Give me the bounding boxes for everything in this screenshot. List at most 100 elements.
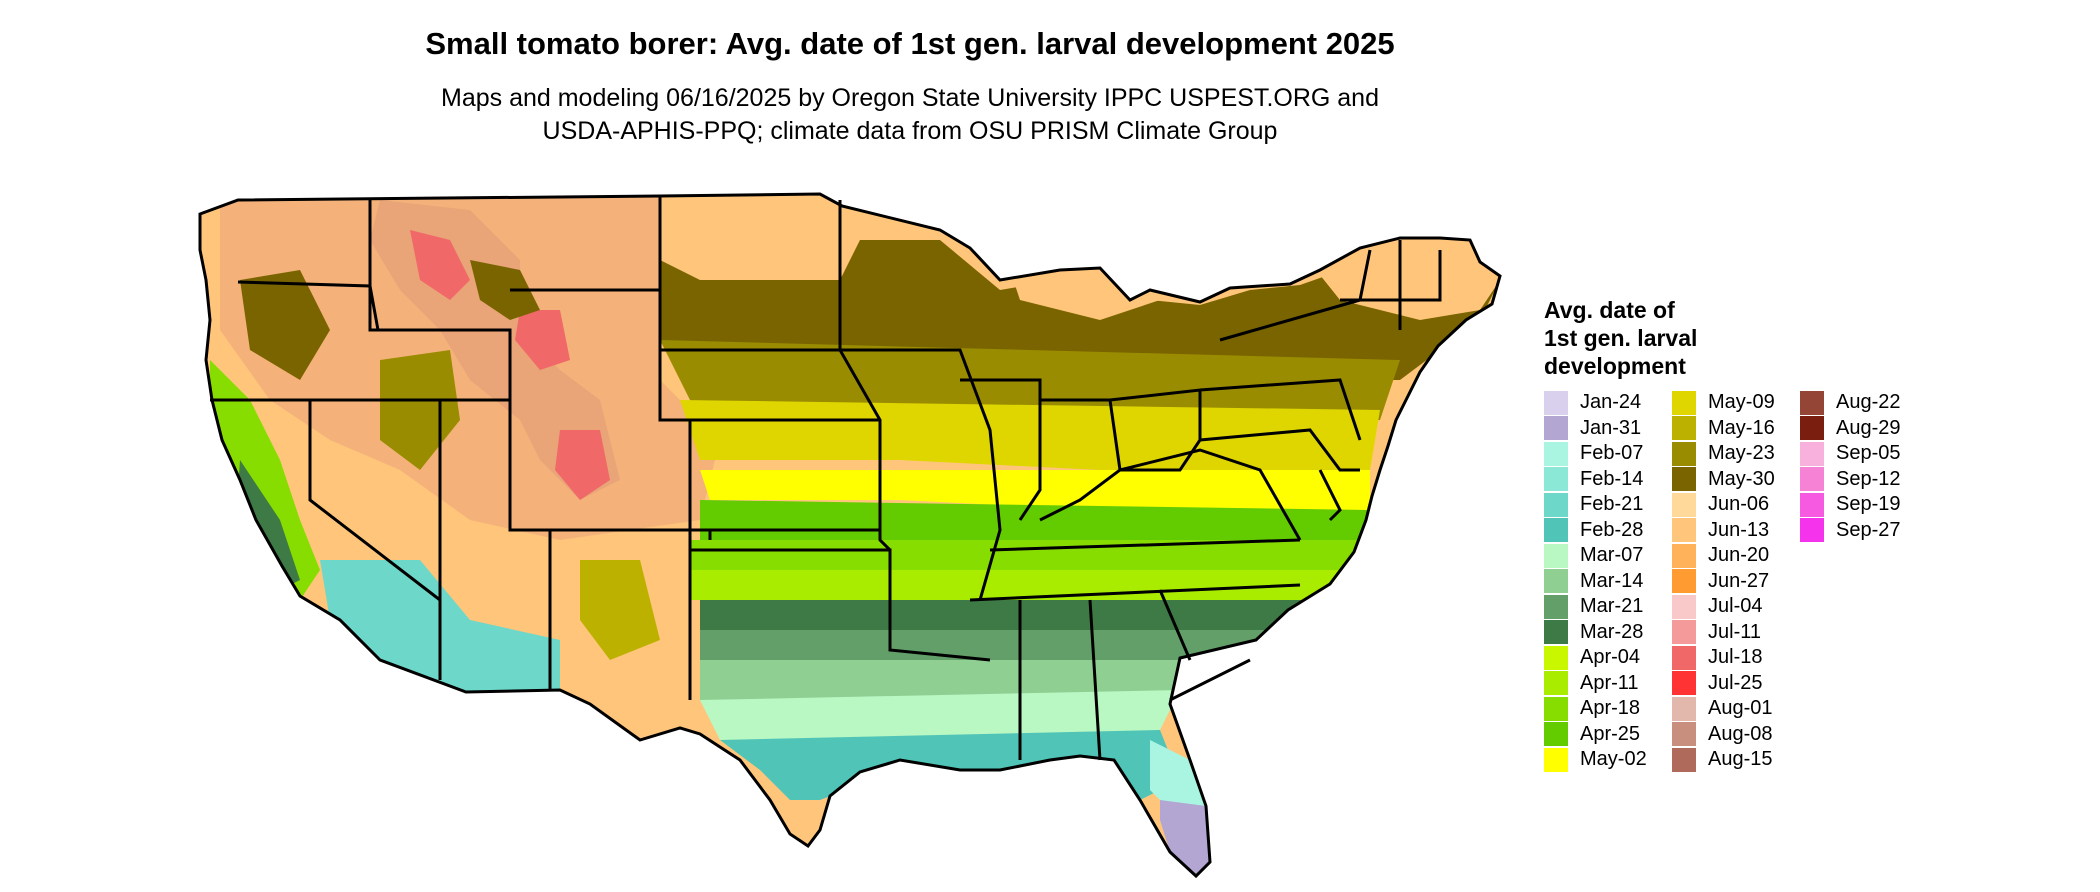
legend-swatch: [1672, 441, 1696, 466]
legend-swatch: [1544, 441, 1568, 466]
legend-swatch: [1672, 747, 1696, 772]
legend-label: Apr-18: [1580, 697, 1641, 720]
legend-item: Mar-28: [1544, 620, 1647, 646]
legend-item: May-02: [1544, 747, 1647, 773]
legend-swatch: [1672, 671, 1696, 696]
legend-label: Jul-11: [1708, 620, 1761, 643]
legend-label: Sep-05: [1836, 442, 1901, 465]
legend-column-2: May-09 May-16 May-23 May-30 Jun-06 Jun-13 Jun-…: [1672, 390, 1775, 773]
legend-item: Jul-25: [1672, 671, 1775, 697]
legend-label: Sep-27: [1836, 518, 1901, 541]
legend-swatch: [1544, 492, 1568, 517]
legend-swatch: [1672, 620, 1696, 645]
legend-swatch: [1544, 390, 1568, 415]
date-bands: [200, 194, 1500, 876]
legend-label: Jun-13: [1708, 518, 1770, 541]
legend-swatch: [1544, 467, 1568, 492]
legend-item: Sep-12: [1800, 467, 1901, 493]
legend-label: Mar-07: [1580, 544, 1644, 567]
legend-swatch: [1544, 416, 1568, 441]
legend-swatch: [1672, 390, 1696, 415]
legend-label: Mar-28: [1580, 620, 1644, 643]
legend-swatch: [1544, 569, 1568, 594]
legend-label: Jan-31: [1580, 416, 1642, 439]
legend-swatch: [1672, 696, 1696, 721]
legend-item: Aug-15: [1672, 747, 1775, 773]
legend-title-line-2: 1st gen. larval: [1544, 325, 1698, 351]
legend-label: Aug-01: [1708, 697, 1773, 720]
legend-item: Jul-18: [1672, 645, 1775, 671]
legend-swatch: [1544, 518, 1568, 543]
legend-item: Apr-25: [1544, 722, 1647, 748]
legend-title: Avg. date of 1st gen. larval development: [1544, 296, 1697, 380]
legend-label: Sep-19: [1836, 493, 1901, 516]
legend-label: Feb-14: [1580, 467, 1644, 490]
legend-label: May-09: [1708, 391, 1775, 414]
legend-swatch: [1672, 645, 1696, 670]
legend-label: Mar-14: [1580, 569, 1644, 592]
legend-title-line-3: development: [1544, 353, 1686, 379]
legend-item: Apr-04: [1544, 645, 1647, 671]
legend-label: Jun-06: [1708, 493, 1770, 516]
legend-label: Feb-28: [1580, 518, 1644, 541]
legend-column-1: Jan-24 Jan-31 Feb-07 Feb-14 Feb-21 Feb-28 Mar-…: [1544, 390, 1647, 773]
legend-swatch: [1800, 467, 1824, 492]
legend-label: Aug-15: [1708, 748, 1773, 771]
legend-swatch: [1800, 390, 1824, 415]
legend-label: Jun-27: [1708, 569, 1770, 592]
legend-swatch: [1544, 645, 1568, 670]
legend-label: Mar-21: [1580, 595, 1644, 618]
legend-column-3: Aug-22 Aug-29 Sep-05 Sep-12 Sep-19 Sep-27: [1800, 390, 1901, 543]
legend-swatch: [1672, 594, 1696, 619]
legend-label: Jul-04: [1708, 595, 1763, 618]
legend-item: Jun-06: [1672, 492, 1775, 518]
legend-swatch: [1672, 722, 1696, 747]
legend-item: Sep-05: [1800, 441, 1901, 467]
legend-item: Jan-31: [1544, 416, 1647, 442]
legend-item: Feb-14: [1544, 467, 1647, 493]
legend-item: Jul-04: [1672, 594, 1775, 620]
legend-title-line-1: Avg. date of: [1544, 297, 1675, 323]
legend-swatch: [1544, 671, 1568, 696]
subtitle-line-2: USDA-APHIS-PPQ; climate data from OSU PR…: [542, 117, 1278, 145]
legend-swatch: [1672, 416, 1696, 441]
legend-label: Jul-18: [1708, 646, 1763, 669]
legend-swatch: [1544, 747, 1568, 772]
legend-swatch: [1800, 492, 1824, 517]
legend-item: Sep-19: [1800, 492, 1901, 518]
legend-item: Apr-11: [1544, 671, 1647, 697]
legend-swatch: [1672, 543, 1696, 568]
legend-label: Jan-24: [1580, 391, 1642, 414]
legend-item: Feb-07: [1544, 441, 1647, 467]
legend-label: May-23: [1708, 442, 1775, 465]
map-subtitle: Maps and modeling 06/16/2025 by Oregon S…: [0, 82, 1820, 148]
legend-item: Feb-28: [1544, 518, 1647, 544]
legend-label: Jun-20: [1708, 544, 1770, 567]
legend-item: Aug-08: [1672, 722, 1775, 748]
legend-label: Feb-07: [1580, 442, 1644, 465]
legend-swatch: [1544, 722, 1568, 747]
legend-item: Jan-24: [1544, 390, 1647, 416]
state-borders: [198, 192, 1502, 879]
legend-item: Mar-14: [1544, 569, 1647, 595]
legend-swatch: [1672, 569, 1696, 594]
legend-item: Mar-21: [1544, 594, 1647, 620]
legend-swatch: [1544, 543, 1568, 568]
legend-swatch: [1672, 467, 1696, 492]
legend-item: Jun-20: [1672, 543, 1775, 569]
legend-swatch: [1672, 518, 1696, 543]
legend-label: May-02: [1580, 748, 1647, 771]
legend-swatch: [1800, 518, 1824, 543]
legend-item: Aug-22: [1800, 390, 1901, 416]
legend-label: Apr-04: [1580, 646, 1641, 669]
legend-label: Apr-11: [1580, 671, 1639, 694]
legend-label: Aug-08: [1708, 722, 1773, 745]
map-title: Small tomato borer: Avg. date of 1st gen…: [425, 26, 1395, 61]
legend-item: Jun-27: [1672, 569, 1775, 595]
legend-item: May-16: [1672, 416, 1775, 442]
legend-label: May-16: [1708, 416, 1775, 439]
legend-swatch: [1800, 416, 1824, 441]
legend-item: May-23: [1672, 441, 1775, 467]
legend-item: Aug-01: [1672, 696, 1775, 722]
legend-label: Aug-29: [1836, 416, 1901, 439]
